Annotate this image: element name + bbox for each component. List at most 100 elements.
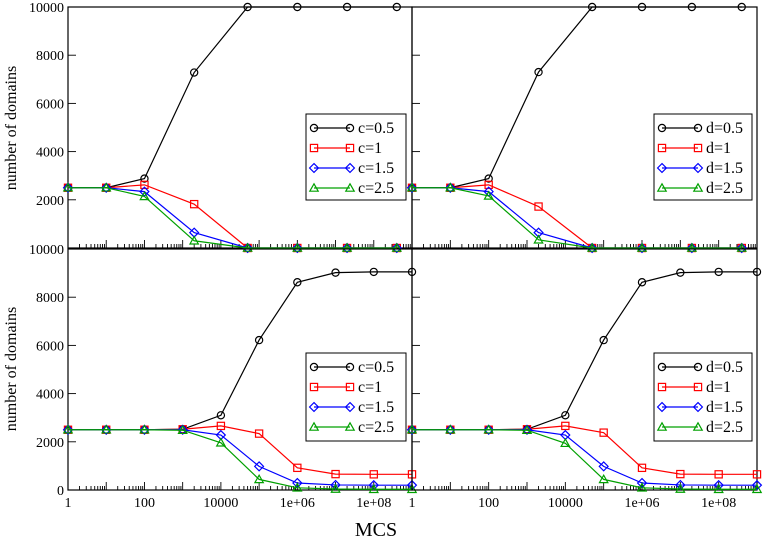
data-point-d=0.5 bbox=[752, 267, 762, 277]
data-point-d=2.5 bbox=[751, 483, 763, 494]
legend-label-d=0.5: d=0.5 bbox=[706, 120, 743, 137]
y-tick-label: 10000 bbox=[29, 1, 64, 16]
legend-label-d=1.5: d=1.5 bbox=[706, 399, 743, 416]
data-point-d=0.5 bbox=[599, 335, 608, 345]
legend-marker-d=1 bbox=[657, 143, 667, 153]
data-point-d=2.5 bbox=[483, 190, 494, 200]
y-tick-label: 2000 bbox=[36, 194, 64, 209]
data-point-c=1.5 bbox=[177, 424, 188, 435]
data-point-c=0.5 bbox=[392, 2, 401, 12]
legend-marker-d=1.5 bbox=[692, 401, 704, 413]
data-point-d=1.5 bbox=[445, 182, 456, 193]
data-point-c=1.5 bbox=[62, 424, 74, 435]
x-tick-label: 100 bbox=[134, 496, 155, 511]
legend-marker-c=1.5 bbox=[344, 401, 356, 413]
data-point-c=2.5 bbox=[100, 424, 112, 434]
legend-marker-c=1 bbox=[309, 143, 319, 153]
data-point-c=2.5 bbox=[330, 483, 341, 493]
data-point-d=2.5 bbox=[636, 242, 648, 252]
data-point-c=2.5 bbox=[242, 242, 253, 252]
data-point-c=1 bbox=[293, 463, 302, 473]
data-point-c=1 bbox=[140, 180, 149, 190]
data-point-d=0.5 bbox=[534, 67, 543, 77]
legend-label-d=1.5: d=1.5 bbox=[706, 160, 743, 177]
x-tick-label: 1e+06 bbox=[280, 496, 315, 511]
data-point-c=2.5 bbox=[391, 242, 403, 252]
data-point-d=2.5 bbox=[533, 234, 544, 244]
legend-label-c=2.5: c=2.5 bbox=[358, 419, 394, 436]
data-point-d=1.5 bbox=[533, 227, 544, 238]
legend-marker-d=1.5 bbox=[692, 162, 704, 174]
legend-marker-d=0.5 bbox=[693, 362, 703, 372]
data-point-c=1.5 bbox=[242, 242, 253, 254]
data-point-d=1.5 bbox=[736, 242, 747, 254]
legend-marker-c=1.5 bbox=[344, 162, 356, 174]
data-point-c=0.5 bbox=[254, 335, 264, 345]
legend-marker-c=1 bbox=[345, 382, 355, 392]
data-point-c=1.5 bbox=[391, 242, 403, 254]
y-tick-label: 0 bbox=[57, 484, 64, 499]
legend-marker-c=0.5 bbox=[345, 123, 355, 133]
data-point-d=1.5 bbox=[483, 424, 494, 435]
data-point-c=2.5 bbox=[215, 437, 227, 447]
legend-marker-d=1 bbox=[657, 382, 667, 392]
y-tick-label: 10000 bbox=[29, 243, 64, 258]
data-point-d=1 bbox=[676, 469, 685, 479]
y-tick-label: 6000 bbox=[36, 97, 64, 112]
data-point-d=1 bbox=[752, 470, 762, 479]
y-tick-label: 8000 bbox=[36, 291, 64, 306]
y-tick-label: 4000 bbox=[36, 388, 64, 403]
legend-marker-d=1 bbox=[693, 143, 703, 153]
legend-marker-c=1 bbox=[309, 382, 319, 392]
data-point-d=1.5 bbox=[598, 461, 609, 472]
legend-marker-c=0.5 bbox=[345, 362, 355, 372]
data-point-c=1 bbox=[216, 421, 226, 431]
legend-marker-d=2.5 bbox=[692, 182, 704, 192]
data-point-c=1 bbox=[189, 199, 199, 209]
data-point-c=1.5 bbox=[253, 461, 265, 472]
data-point-c=1.5 bbox=[292, 242, 303, 254]
legend-label-c=1: c=1 bbox=[358, 140, 382, 157]
data-point-c=1.5 bbox=[139, 424, 150, 435]
data-point-d=1.5 bbox=[686, 242, 698, 254]
legend-marker-c=1.5 bbox=[308, 162, 320, 174]
x-axis-label: MCS bbox=[355, 519, 397, 541]
data-point-d=1 bbox=[637, 463, 647, 473]
data-point-d=1.5 bbox=[636, 242, 648, 254]
data-point-c=0.5 bbox=[189, 68, 199, 77]
data-point-d=2.5 bbox=[483, 424, 494, 434]
data-point-c=2.5 bbox=[177, 424, 188, 435]
data-point-c=0.5 bbox=[342, 2, 352, 12]
legend-label-d=1: d=1 bbox=[706, 379, 731, 396]
data-point-d=0.5 bbox=[637, 2, 647, 12]
data-point-c=1 bbox=[369, 470, 378, 479]
legend-marker-c=2.5 bbox=[344, 421, 356, 431]
data-point-d=1.5 bbox=[521, 424, 533, 435]
y-tick-label: 4000 bbox=[36, 146, 64, 161]
legend-label-d=2.5: d=2.5 bbox=[706, 180, 743, 197]
legend-marker-d=1.5 bbox=[656, 401, 668, 413]
data-point-d=2.5 bbox=[675, 483, 686, 493]
legend-label-c=1: c=1 bbox=[358, 379, 382, 396]
data-point-d=2.5 bbox=[445, 182, 456, 192]
data-point-d=2.5 bbox=[560, 437, 571, 448]
data-point-c=1.5 bbox=[341, 242, 353, 254]
legend-marker-c=2.5 bbox=[344, 182, 356, 192]
data-point-d=0.5 bbox=[737, 2, 746, 12]
data-point-d=1 bbox=[561, 421, 570, 431]
data-point-c=0.5 bbox=[216, 411, 226, 420]
series-line-d=0.5 bbox=[412, 6, 742, 189]
data-point-d=2.5 bbox=[586, 242, 598, 252]
x-tick-label: 1 bbox=[409, 496, 416, 511]
data-point-c=0.5 bbox=[369, 267, 378, 277]
data-point-c=0.5 bbox=[331, 268, 340, 277]
x-tick-label: 100 bbox=[478, 496, 499, 511]
data-point-d=0.5 bbox=[561, 411, 570, 420]
legend-label-d=1: d=1 bbox=[706, 140, 731, 157]
data-point-c=0.5 bbox=[243, 2, 252, 12]
data-point-d=1 bbox=[599, 428, 608, 437]
panel-frame-bottom-right bbox=[411, 248, 758, 491]
data-point-d=1 bbox=[714, 470, 723, 479]
data-point-c=1 bbox=[331, 469, 340, 479]
